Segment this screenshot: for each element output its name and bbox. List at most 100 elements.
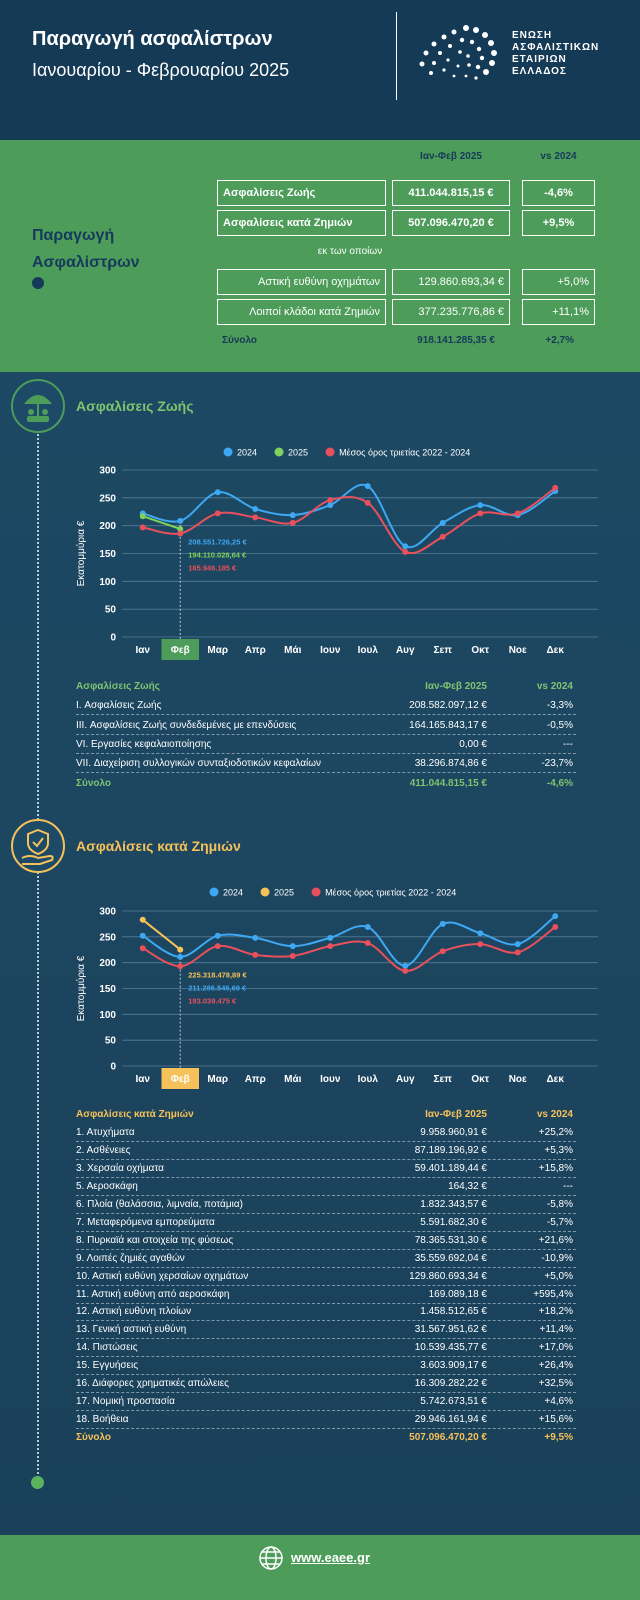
table-cell: 38.296.874,86 € [414,758,487,770]
table-cell: 3. Χερσαία οχήματα [76,1162,164,1174]
summary-label: Παραγωγή Ασφαλίστρων [32,227,140,271]
value-label: 208.551.726,25 € [188,537,247,546]
summary-cell: 129.860.693,34 € [392,269,510,295]
data-point [552,924,559,931]
y-tick-label: 200 [99,958,116,969]
x-tick-label: Αυγ [396,1074,415,1085]
data-point [552,484,559,491]
legend-label: Μέσος όρος τριετίας 2022 - 2024 [339,448,470,458]
data-point [439,920,446,927]
table-cell: 5. Αεροσκάφη [76,1180,138,1192]
table-cell: 6. Πλοία (θαλάσσια, λιμναία, ποτάμια) [76,1198,243,1210]
globe-icon [259,1546,283,1570]
table-cell: +17,0% [538,1342,573,1354]
x-tick-label: Απρ [245,645,266,656]
y-tick-label: 50 [105,1036,117,1047]
row-separator [76,1140,576,1142]
table-cell: +4,6% [544,1396,573,1408]
x-tick-label: Νοε [509,1074,527,1085]
data-point [477,941,484,948]
table-cell: 8. Πυρκαϊά και στοιχεία της φύσεως [76,1234,234,1246]
table-cell: VI. Εργασίες κεφαλαιοποίησης [76,738,212,750]
summary-cell: 411.044.815,15 € [392,180,510,206]
table-cell: -0,5% [546,719,573,731]
series-line [142,926,556,972]
summary-cell: +11,1% [522,299,595,325]
summary-cell: Αστική ευθύνη οχημάτων [217,269,386,295]
logo-text: ΕΝΩΣΗ ΑΣΦΑΛΙΣΤΙΚΩΝ ΕΤΑΙΡΙΩΝ ΕΛΛΑΔΟΣ [512,30,599,78]
value-label: 193.039.475 € [188,996,237,1005]
table-cell: 29.946.161,94 € [414,1414,487,1426]
data-point [252,514,259,521]
data-point [252,951,259,958]
series-line [142,515,181,530]
data-point [177,946,184,953]
footer-link[interactable]: www.eaee.gr [291,1550,370,1565]
data-point [139,916,146,923]
table-cell: +21,6% [538,1234,573,1246]
x-tick-label: Νοε [509,645,527,656]
table-cell: -3,3% [546,700,573,712]
y-tick-label: 150 [99,549,116,560]
table-cell: +9,5% [544,1432,573,1444]
table-cell: +25,2% [538,1126,573,1138]
timeline [37,868,39,1478]
life-icon [11,379,65,433]
table-cell: 35.559.692,04 € [414,1252,487,1264]
y-tick-label: 50 [105,605,117,616]
table-cell: 1. Ατυχήματα [76,1126,135,1138]
data-point [252,934,259,941]
x-tick-label: Μάι [284,1074,301,1085]
x-tick-label: Αυγ [396,645,415,656]
data-point [402,967,409,974]
table-cell: +26,4% [538,1360,573,1372]
value-label: 194.110.028,64 € [188,550,247,559]
table-cell: 1.458.512,65 € [420,1306,487,1318]
y-tick-label: 250 [99,493,116,504]
table-cell: 164,32 € [448,1180,487,1192]
value-label: 185.946.185 € [188,563,237,572]
chart: Εκατομμύρια € 0 50 100 150 200 250 300 Ιαν Φεβ Μαρ… [75,887,598,1089]
summary-cell: Ασφαλίσεις Ζωής [217,180,386,206]
table-cell: Ασφαλίσεις Ζωής [76,681,160,692]
table-cell: 9. Λοιπές ζημιές αγαθών [76,1252,185,1264]
table-cell: 208.582.097,12 € [409,700,487,712]
legend-swatch [209,887,219,897]
table-cell: 14. Πιστώσεις [76,1342,138,1354]
section-title: Ασφαλίσεις κατά Ζημιών [76,838,241,854]
data-point [477,502,484,509]
row-separator [76,1410,576,1412]
y-tick-label: 100 [99,1010,116,1021]
table-cell: -23,7% [541,758,573,770]
summary-cell: +5,0% [522,269,595,295]
data-point [327,497,334,504]
data-point [214,489,221,496]
data-point [439,519,446,526]
table-cell: I. Ασφαλίσεις Ζωής [76,700,162,712]
table-cell: 5.591.682,30 € [420,1216,487,1228]
legend-label: 2025 [288,448,308,458]
data-point [177,963,184,970]
sub-heading: εκ των οποίων [317,246,383,257]
y-tick-label: 150 [99,984,116,995]
data-point [289,519,296,526]
footer: www.eaee.gr [0,1535,640,1600]
title: Παραγωγή ασφαλίστρων [32,28,273,50]
row-separator [76,1230,576,1232]
y-tick-label: 0 [110,633,116,644]
legend-label: 2024 [223,888,243,898]
x-tick-label: Μάι [284,645,301,656]
row-separator [76,1176,576,1178]
data-point [177,517,184,524]
summary-band: Παραγωγή Ασφαλίστρων Ιαν-Φεβ 2025 vs 202… [0,140,640,372]
data-point [514,949,521,956]
column-header: Ιαν-Φεβ 2025 [420,151,482,162]
data-point [364,940,371,947]
data-point [364,924,371,931]
table-cell: 13. Γενική αστική ευθύνη [76,1324,187,1336]
x-tick-label: Ιουλ [358,645,379,656]
data-point [214,943,221,950]
legend-swatch [260,887,270,897]
y-tick-label: 250 [99,932,116,943]
data-point [364,499,371,506]
